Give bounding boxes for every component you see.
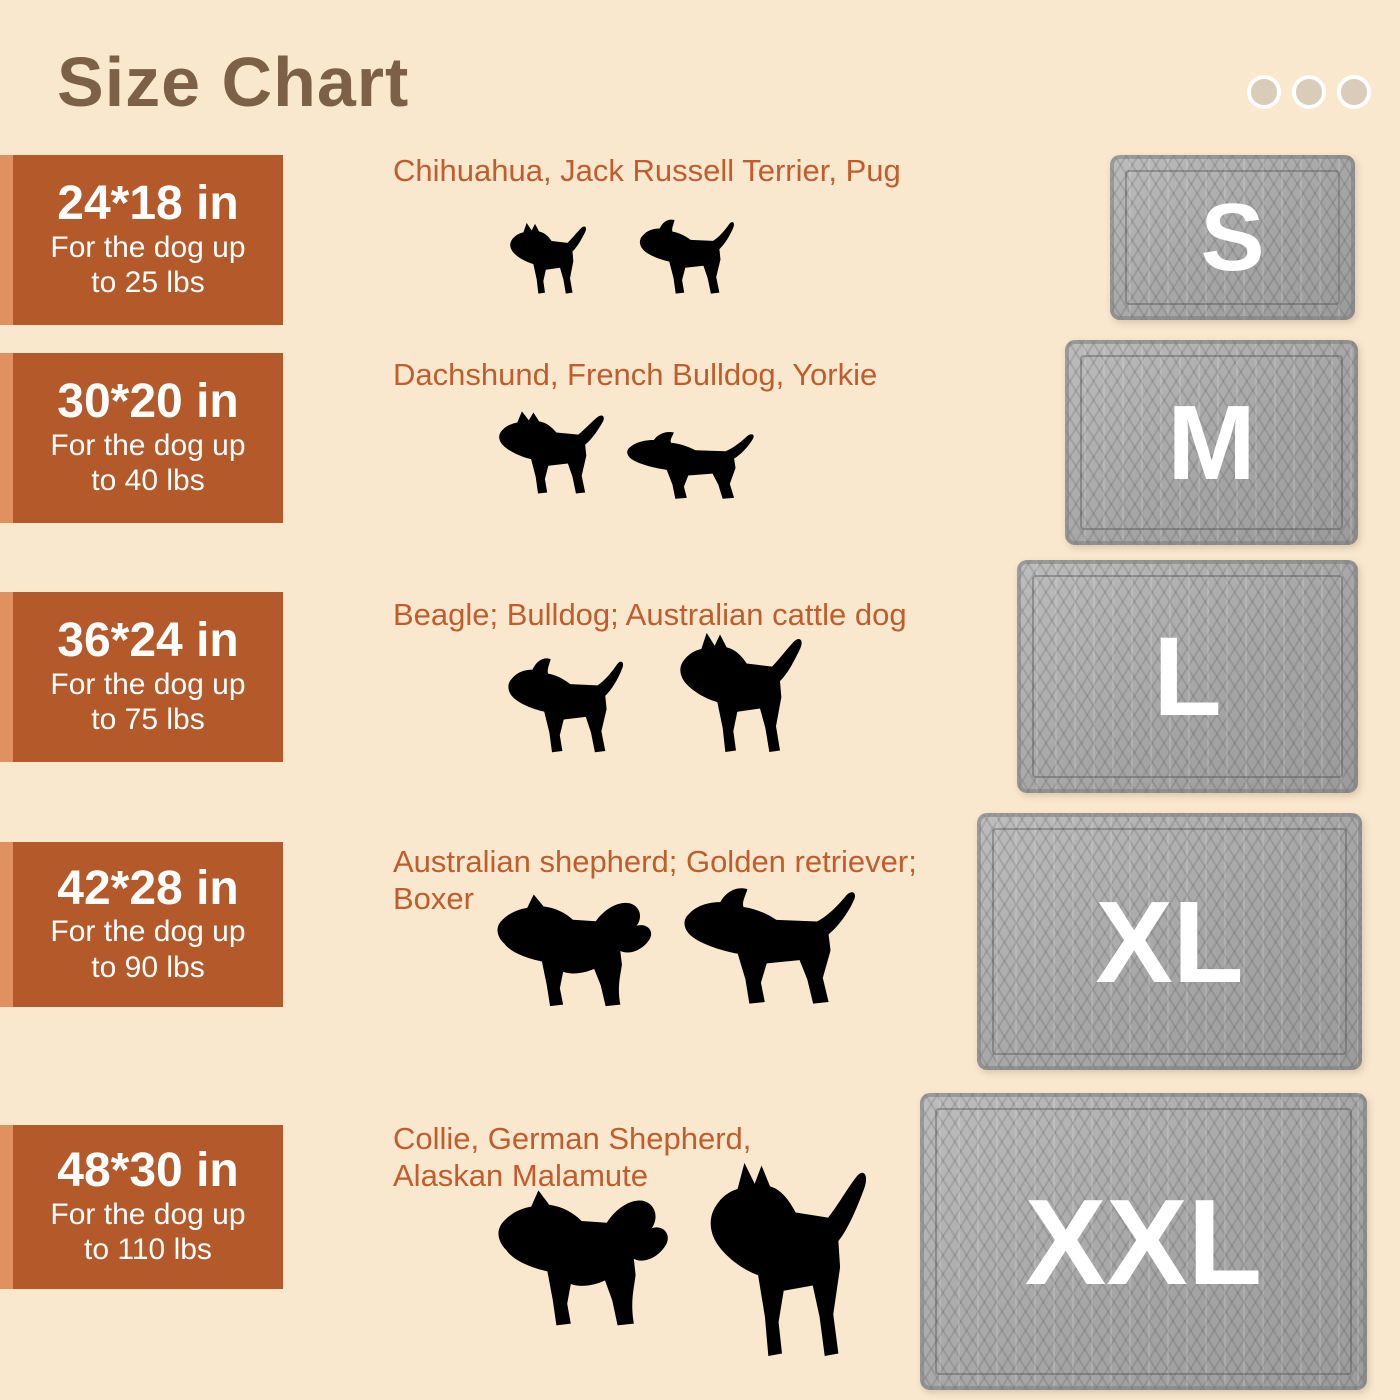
golden-retriever-icon: [672, 878, 904, 1023]
mat-label-s: S: [1200, 183, 1265, 291]
decorative-dots: [1247, 75, 1371, 109]
mat-label-m: M: [1167, 383, 1256, 502]
mat-size-xl: XL: [977, 813, 1362, 1070]
size-box-xxl: 48*30 in For the dog up to 110 lbs: [0, 1125, 283, 1289]
dachshund-icon: [618, 426, 790, 510]
size-dimensions: 30*20 in: [57, 375, 239, 429]
size-dimensions: 42*28 in: [57, 861, 239, 915]
size-dimensions: 36*24 in: [57, 614, 239, 668]
mat-label-xxl: XXL: [1024, 1173, 1263, 1310]
mat-size-m: M: [1065, 340, 1358, 545]
mat-label-l: L: [1153, 613, 1222, 739]
page-title: Size Chart: [57, 43, 410, 121]
size-box-l: 36*24 in For the dog up to 75 lbs: [0, 592, 283, 762]
dot-icon: [1292, 75, 1326, 109]
dot-icon: [1337, 75, 1371, 109]
size-description: For the dog up to 90 lbs: [50, 915, 246, 984]
french-bulldog-icon: [492, 408, 630, 508]
breed-list-l: Beagle; Bulldog; Australian cattle dog: [393, 597, 907, 632]
dot-icon: [1247, 75, 1281, 109]
size-description: For the dog up to 25 lbs: [50, 230, 246, 300]
australian-shepherd-icon: [488, 890, 684, 1024]
size-description: For the dog up to 110 lbs: [50, 1197, 246, 1267]
mat-label-xl: XL: [1095, 876, 1244, 1007]
size-box-m: 30*20 in For the dog up to 40 lbs: [0, 353, 283, 523]
great-dane-icon: [700, 1155, 905, 1390]
size-dimensions: 24*18 in: [57, 177, 239, 231]
chihuahua-icon: [505, 220, 605, 306]
size-dimensions: 48*30 in: [57, 1144, 239, 1198]
jack-russell-terrier-icon: [633, 213, 761, 306]
beagle-icon: [500, 650, 656, 768]
breed-list-s: Chihuahua, Jack Russell Terrier, Pug: [393, 153, 901, 188]
size-description: For the dog up to 40 lbs: [50, 428, 246, 498]
australian-cattle-dog-icon: [672, 628, 832, 773]
size-box-xl: 42*28 in For the dog up to 90 lbs: [0, 842, 283, 1007]
mat-size-l: L: [1017, 560, 1358, 793]
breed-list-m: Dachshund, French Bulldog, Yorkie: [393, 357, 878, 392]
mat-size-s: S: [1110, 155, 1355, 320]
breed-list-xxl: Collie, German Shepherd, Alaskan Malamut…: [393, 1121, 752, 1193]
alaskan-malamute-icon: [488, 1185, 704, 1347]
mat-size-xxl: XXL: [920, 1093, 1367, 1390]
size-box-s: 24*18 in For the dog up to 25 lbs: [0, 155, 283, 325]
size-description: For the dog up to 75 lbs: [50, 667, 246, 737]
breed-list-xl: Australian shepherd; Golden retriever; B…: [393, 844, 917, 916]
